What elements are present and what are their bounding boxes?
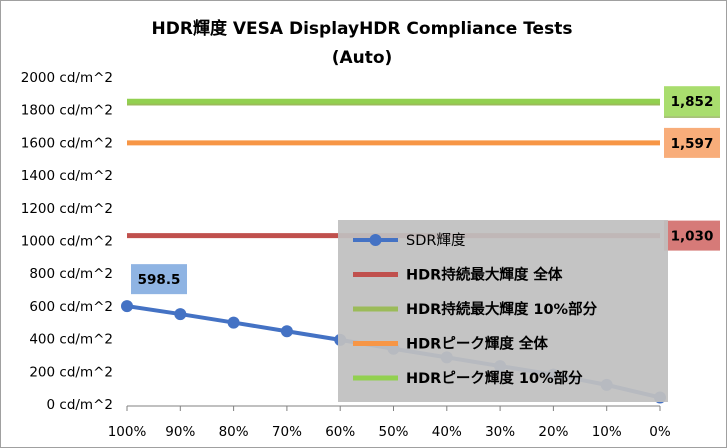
y-tick-label: 800 cd/m^2 (29, 266, 113, 282)
x-tick-label: 100% (108, 424, 147, 440)
data-point (280, 325, 293, 338)
value-label-1-box (664, 220, 720, 251)
data-point (121, 300, 133, 313)
y-tick-label: 2000 cd/m^2 (21, 70, 113, 86)
x-tick-label: 90% (165, 424, 195, 440)
legend-entry: HDR持続最大輝度 全体 (406, 266, 563, 284)
y-tick-label: 1600 cd/m^2 (21, 135, 113, 151)
data-point (227, 316, 240, 329)
value-label-3-box (664, 127, 720, 158)
legend-entry: HDR持続最大輝度 10%部分 (406, 300, 598, 318)
value-label-4: 1,852 (671, 94, 714, 110)
legend-entry: SDR輝度 (406, 232, 465, 249)
data-label-first-point-box (131, 264, 187, 295)
y-tick-label: 0 cd/m^2 (47, 397, 113, 413)
value-label-4-box (664, 86, 720, 117)
y-tick-label: 600 cd/m^2 (29, 299, 113, 315)
x-tick-label: 40% (432, 424, 462, 440)
y-axis-tick-labels: 0 cd/m^2 200 cd/m^2 400 cd/m^2 600 cd/m^2 80… (21, 70, 113, 413)
x-tick-label: 10% (592, 424, 622, 440)
x-axis: 100% 90% 80% 70% 60% 50% 40% 30% 20% 10% 0% (108, 405, 671, 440)
data-label-first-point: 598.5 (138, 272, 181, 288)
y-tick-label: 1200 cd/m^2 (21, 201, 113, 217)
x-tick-label: 70% (272, 424, 302, 440)
y-tick-label: 1000 cd/m^2 (21, 234, 113, 250)
x-tick-label: 30% (485, 424, 515, 440)
x-tick-label: 20% (538, 424, 568, 440)
chart-title: HDR輝度 VESA DisplayHDR Compliance Tests (152, 18, 573, 39)
x-tick-label: 60% (325, 424, 355, 440)
y-tick-label: 1800 cd/m^2 (21, 103, 113, 119)
y-tick-label: 400 cd/m^2 (29, 332, 113, 348)
y-tick-label: 200 cd/m^2 (29, 364, 113, 380)
data-point (174, 308, 187, 321)
value-label-3: 1,597 (671, 136, 714, 152)
value-label-1: 1,030 (671, 229, 714, 245)
y-tick-label: 1400 cd/m^2 (21, 168, 113, 184)
x-tick-label: 50% (378, 424, 408, 440)
x-tick-label: 0% (649, 424, 671, 440)
legend-entry: HDRピーク輝度 全体 (406, 335, 548, 353)
legend-marker (369, 234, 382, 246)
x-tick-label: 80% (219, 424, 249, 440)
chart-subtitle: (Auto) (332, 48, 393, 68)
legend-entry: HDRピーク輝度 10%部分 (406, 369, 583, 387)
legend: SDR輝度 HDR持続最大輝度 全体 HDR持続最大輝度 10%部分 HDRピーク輝度… (338, 220, 668, 402)
